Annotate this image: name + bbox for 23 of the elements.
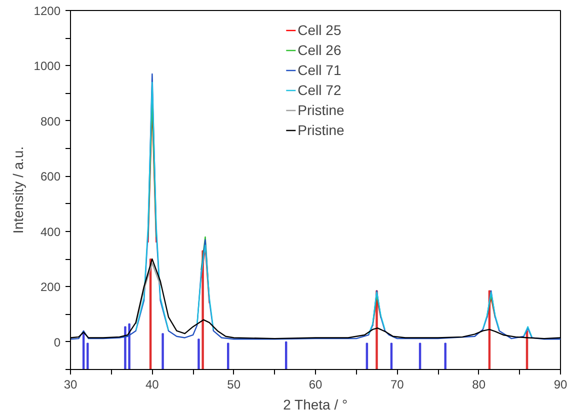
y-tick-label: 1200 bbox=[34, 4, 61, 18]
legend-label: Pristine bbox=[298, 122, 344, 138]
y-tick-label: 1000 bbox=[34, 59, 61, 74]
legend-label: Cell 25 bbox=[298, 22, 342, 38]
legend-label: Cell 26 bbox=[298, 42, 342, 58]
y-tick-label: 600 bbox=[40, 170, 61, 184]
x-tick-label: 70 bbox=[390, 378, 404, 392]
y-tick-label: 200 bbox=[40, 280, 61, 294]
x-axis-title: 2 Theta / ° bbox=[283, 396, 348, 412]
x-tick-label: 60 bbox=[308, 378, 322, 392]
x-tick-label: 30 bbox=[64, 378, 78, 392]
y-tick-label: 800 bbox=[40, 114, 61, 128]
x-tick-label: 50 bbox=[227, 378, 241, 392]
legend-label: Pristine bbox=[298, 102, 344, 118]
y-tick-label: 0 bbox=[54, 335, 61, 350]
x-tick-label: 80 bbox=[472, 378, 486, 392]
x-tick-label: 90 bbox=[554, 378, 568, 392]
y-tick-label: 400 bbox=[40, 224, 61, 239]
legend-label: Cell 71 bbox=[298, 62, 342, 78]
y-axis-title: Intensity / a.u. bbox=[10, 146, 26, 234]
legend-label: Cell 72 bbox=[298, 82, 342, 98]
x-tick-label: 40 bbox=[145, 378, 160, 392]
line-series bbox=[135, 262, 161, 325]
